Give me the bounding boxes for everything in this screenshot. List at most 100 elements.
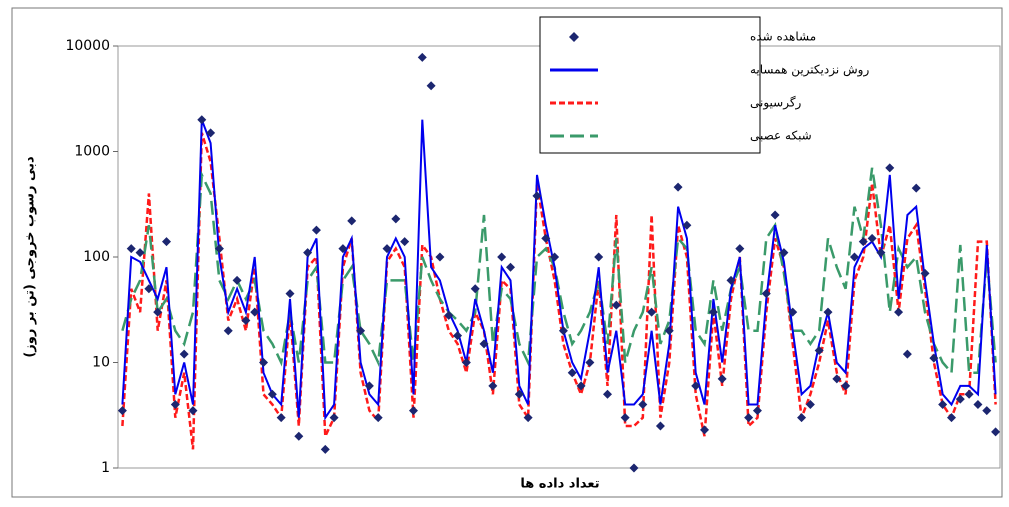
data-point: [920, 268, 930, 278]
data-point: [461, 358, 471, 367]
data-point: [223, 326, 233, 336]
x-axis-label: تعداد داده ها: [520, 477, 599, 492]
legend-label: شبکه عصبی: [750, 129, 812, 143]
data-point: [364, 381, 374, 391]
data-point: [576, 381, 586, 391]
data-point: [735, 244, 745, 254]
data-point: [832, 374, 842, 384]
data-point: [823, 307, 833, 317]
data-point: [991, 427, 1001, 437]
y-tick-label: 10000: [65, 38, 110, 54]
y-tick-label: 1000: [74, 144, 110, 160]
data-point: [638, 399, 648, 409]
data-point: [611, 300, 621, 310]
data-point: [153, 307, 163, 317]
data-point: [620, 413, 630, 423]
data-point: [805, 399, 815, 409]
data-point: [444, 310, 454, 320]
data-point: [479, 339, 489, 349]
data-point: [117, 406, 127, 416]
data-point: [320, 444, 330, 454]
data-point: [382, 244, 392, 254]
data-point: [885, 163, 895, 173]
legend-label: رگرسیونی: [750, 96, 802, 111]
data-point: [417, 52, 427, 62]
data-point: [135, 248, 145, 258]
data-point: [867, 233, 877, 243]
data-point: [673, 182, 683, 192]
data-point: [206, 128, 216, 138]
y-axis-label: دبی رسوب خروجی (تن بر روز): [23, 156, 38, 358]
data-point: [876, 248, 886, 258]
data-point: [267, 389, 277, 399]
data-point: [594, 252, 604, 262]
data-point: [894, 307, 904, 317]
data-point: [849, 252, 859, 262]
data-point: [197, 115, 207, 125]
data-point: [726, 275, 736, 285]
data-point: [126, 244, 136, 254]
data-point: [391, 214, 401, 224]
legend-label: روش نزدیکترین همسایه: [750, 63, 869, 78]
series-line: [121, 167, 997, 376]
y-tick-label: 100: [83, 249, 110, 265]
data-point: [505, 262, 515, 272]
data-point: [797, 413, 807, 423]
data-point: [488, 381, 498, 391]
data-point: [770, 210, 780, 220]
data-point: [788, 307, 798, 317]
data-point: [664, 326, 674, 336]
data-point: [188, 406, 198, 416]
data-point: [946, 413, 956, 423]
series-line: [121, 132, 997, 450]
data-point: [982, 406, 992, 416]
data-point: [170, 399, 180, 409]
data-point: [329, 413, 339, 423]
data-point: [691, 381, 701, 391]
data-point: [241, 316, 251, 326]
data-point: [682, 220, 692, 230]
data-point: [338, 244, 348, 254]
data-point: [400, 237, 410, 247]
legend-marker: [569, 32, 579, 42]
series-line: [121, 119, 997, 421]
chart-border: [11, 7, 1003, 498]
data-point: [558, 326, 568, 336]
data-point: [929, 353, 939, 363]
data-point: [973, 399, 983, 409]
data-point: [514, 389, 524, 399]
data-point: [955, 394, 965, 404]
data-point: [276, 413, 286, 423]
data-point: [373, 413, 383, 423]
data-point: [311, 225, 321, 235]
data-point: [347, 216, 357, 226]
data-point: [700, 425, 710, 435]
data-point: [911, 183, 921, 193]
data-point: [938, 399, 948, 409]
data-point: [435, 252, 445, 262]
data-point: [752, 406, 762, 416]
data-point: [285, 289, 295, 299]
data-point: [814, 345, 824, 355]
data-point: [629, 463, 639, 473]
data-point: [841, 381, 851, 391]
data-point: [532, 191, 542, 201]
data-point: [647, 307, 657, 317]
y-tick-label: 1: [101, 460, 110, 476]
data-point: [294, 431, 304, 441]
legend-label: مشاهده شده: [750, 30, 816, 44]
data-point: [179, 349, 189, 359]
data-point: [858, 237, 868, 247]
data-point: [550, 252, 560, 262]
data-point: [655, 421, 665, 431]
data-point: [497, 252, 507, 262]
data-point: [964, 389, 974, 399]
data-point: [453, 331, 463, 341]
data-point: [426, 81, 436, 91]
data-point: [585, 358, 595, 367]
data-point: [470, 284, 480, 294]
data-point: [214, 244, 224, 254]
data-point: [717, 374, 727, 384]
